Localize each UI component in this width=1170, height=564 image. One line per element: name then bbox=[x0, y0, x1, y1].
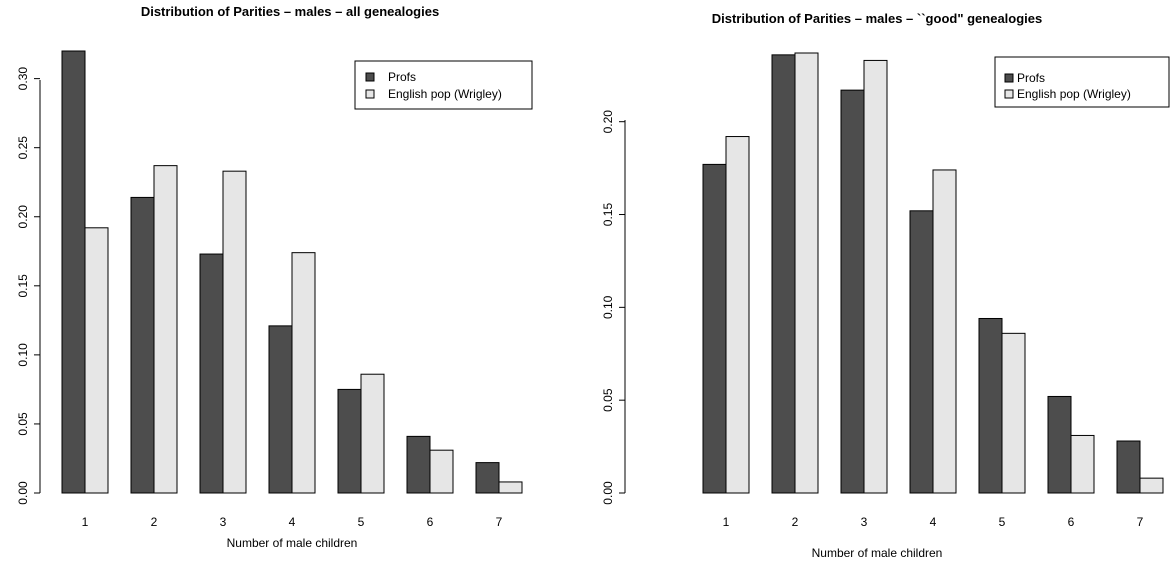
bar-profs-5 bbox=[337, 388, 362, 494]
x-tick-label: 4 bbox=[289, 515, 296, 529]
y-tick-label: 0.15 bbox=[16, 274, 30, 298]
bar-english-pop-5 bbox=[1001, 332, 1026, 494]
bar-english-pop-5 bbox=[360, 373, 385, 494]
chart-title: Distribution of Parities – males – all g… bbox=[141, 4, 439, 19]
bar-english-pop-1 bbox=[84, 227, 109, 494]
legend-box bbox=[994, 56, 1170, 108]
bar-profs-6 bbox=[1047, 395, 1072, 494]
bar-english-pop-4 bbox=[932, 169, 957, 494]
bar-profs-1 bbox=[702, 163, 727, 494]
legend-label-profs: Profs bbox=[388, 70, 416, 84]
bar-english-pop-6 bbox=[429, 449, 454, 494]
bars bbox=[702, 52, 1164, 494]
y-tick-label: 0.10 bbox=[601, 295, 615, 319]
y-tick-label: 0.20 bbox=[601, 110, 615, 134]
bar-english-pop-3 bbox=[863, 59, 888, 494]
legend-label-english-pop: English pop (Wrigley) bbox=[1017, 87, 1131, 101]
x-tick-label: 3 bbox=[861, 515, 868, 529]
bar-english-pop-6 bbox=[1070, 434, 1095, 494]
x-tick-label: 7 bbox=[1137, 515, 1144, 529]
x-tick-label: 1 bbox=[723, 515, 730, 529]
chart-title: Distribution of Parities – males – ``goo… bbox=[712, 11, 1043, 26]
y-tick-label: 0.10 bbox=[16, 343, 30, 367]
x-tick-label: 6 bbox=[1068, 515, 1075, 529]
y-tick-label: 0.15 bbox=[601, 203, 615, 227]
y-axis: 0.00 0.05 0.10 0.15 0.20 0.25 0.30 bbox=[16, 67, 41, 505]
bar-profs-2 bbox=[771, 54, 796, 494]
chart-left: Distribution of Parities – males – all g… bbox=[16, 4, 533, 550]
bar-english-pop-4 bbox=[291, 252, 316, 494]
y-tick-label: 0.25 bbox=[16, 136, 30, 160]
bar-profs-4 bbox=[909, 210, 934, 494]
bar-profs-4 bbox=[268, 325, 293, 494]
bar-profs-1 bbox=[61, 50, 86, 494]
x-tick-labels: 1 2 3 4 5 6 7 bbox=[723, 515, 1144, 529]
x-tick-labels: 1 2 3 4 5 6 7 bbox=[82, 515, 503, 529]
bars bbox=[61, 50, 523, 494]
y-tick-label: 0.20 bbox=[16, 205, 30, 229]
bar-english-pop-3 bbox=[222, 170, 247, 494]
y-axis: 0.00 0.05 0.10 0.15 0.20 bbox=[601, 110, 626, 505]
x-axis-label: Number of male children bbox=[227, 536, 358, 550]
bar-profs-2 bbox=[130, 196, 155, 494]
legend-swatch-profs bbox=[365, 72, 375, 82]
bar-english-pop-2 bbox=[794, 52, 819, 494]
x-tick-label: 2 bbox=[792, 515, 799, 529]
bar-english-pop-7 bbox=[498, 481, 523, 494]
legend-swatch-english-pop bbox=[1004, 89, 1014, 99]
y-tick-label: 0.00 bbox=[16, 481, 30, 505]
chart-right: Distribution of Parities – males – ``goo… bbox=[601, 11, 1170, 560]
y-tick-label: 0.05 bbox=[16, 412, 30, 436]
x-tick-label: 2 bbox=[151, 515, 158, 529]
legend-label-english-pop: English pop (Wrigley) bbox=[388, 87, 502, 101]
bar-english-pop-2 bbox=[153, 165, 178, 494]
y-tick-label: 0.30 bbox=[16, 67, 30, 91]
legend: Profs English pop (Wrigley) bbox=[994, 56, 1170, 108]
bar-profs-5 bbox=[978, 317, 1003, 494]
x-tick-label: 4 bbox=[930, 515, 937, 529]
legend: Profs English pop (Wrigley) bbox=[354, 60, 533, 110]
x-tick-label: 6 bbox=[427, 515, 434, 529]
x-axis-label: Number of male children bbox=[812, 546, 943, 560]
x-tick-label: 5 bbox=[999, 515, 1006, 529]
legend-label-profs: Profs bbox=[1017, 71, 1045, 85]
bar-profs-3 bbox=[840, 89, 865, 494]
x-tick-label: 1 bbox=[82, 515, 89, 529]
bar-profs-3 bbox=[199, 253, 224, 494]
x-tick-label: 5 bbox=[358, 515, 365, 529]
y-tick-label: 0.00 bbox=[601, 481, 615, 505]
bar-english-pop-7 bbox=[1139, 477, 1164, 494]
x-tick-label: 3 bbox=[220, 515, 227, 529]
bar-profs-7 bbox=[1116, 440, 1141, 494]
bar-profs-6 bbox=[406, 435, 431, 494]
legend-box bbox=[354, 60, 533, 110]
y-tick-label: 0.05 bbox=[601, 388, 615, 412]
bar-english-pop-1 bbox=[725, 136, 750, 494]
legend-swatch-profs bbox=[1004, 73, 1014, 83]
legend-swatch-english-pop bbox=[365, 89, 375, 99]
bar-profs-7 bbox=[475, 462, 500, 494]
x-tick-label: 7 bbox=[496, 515, 503, 529]
